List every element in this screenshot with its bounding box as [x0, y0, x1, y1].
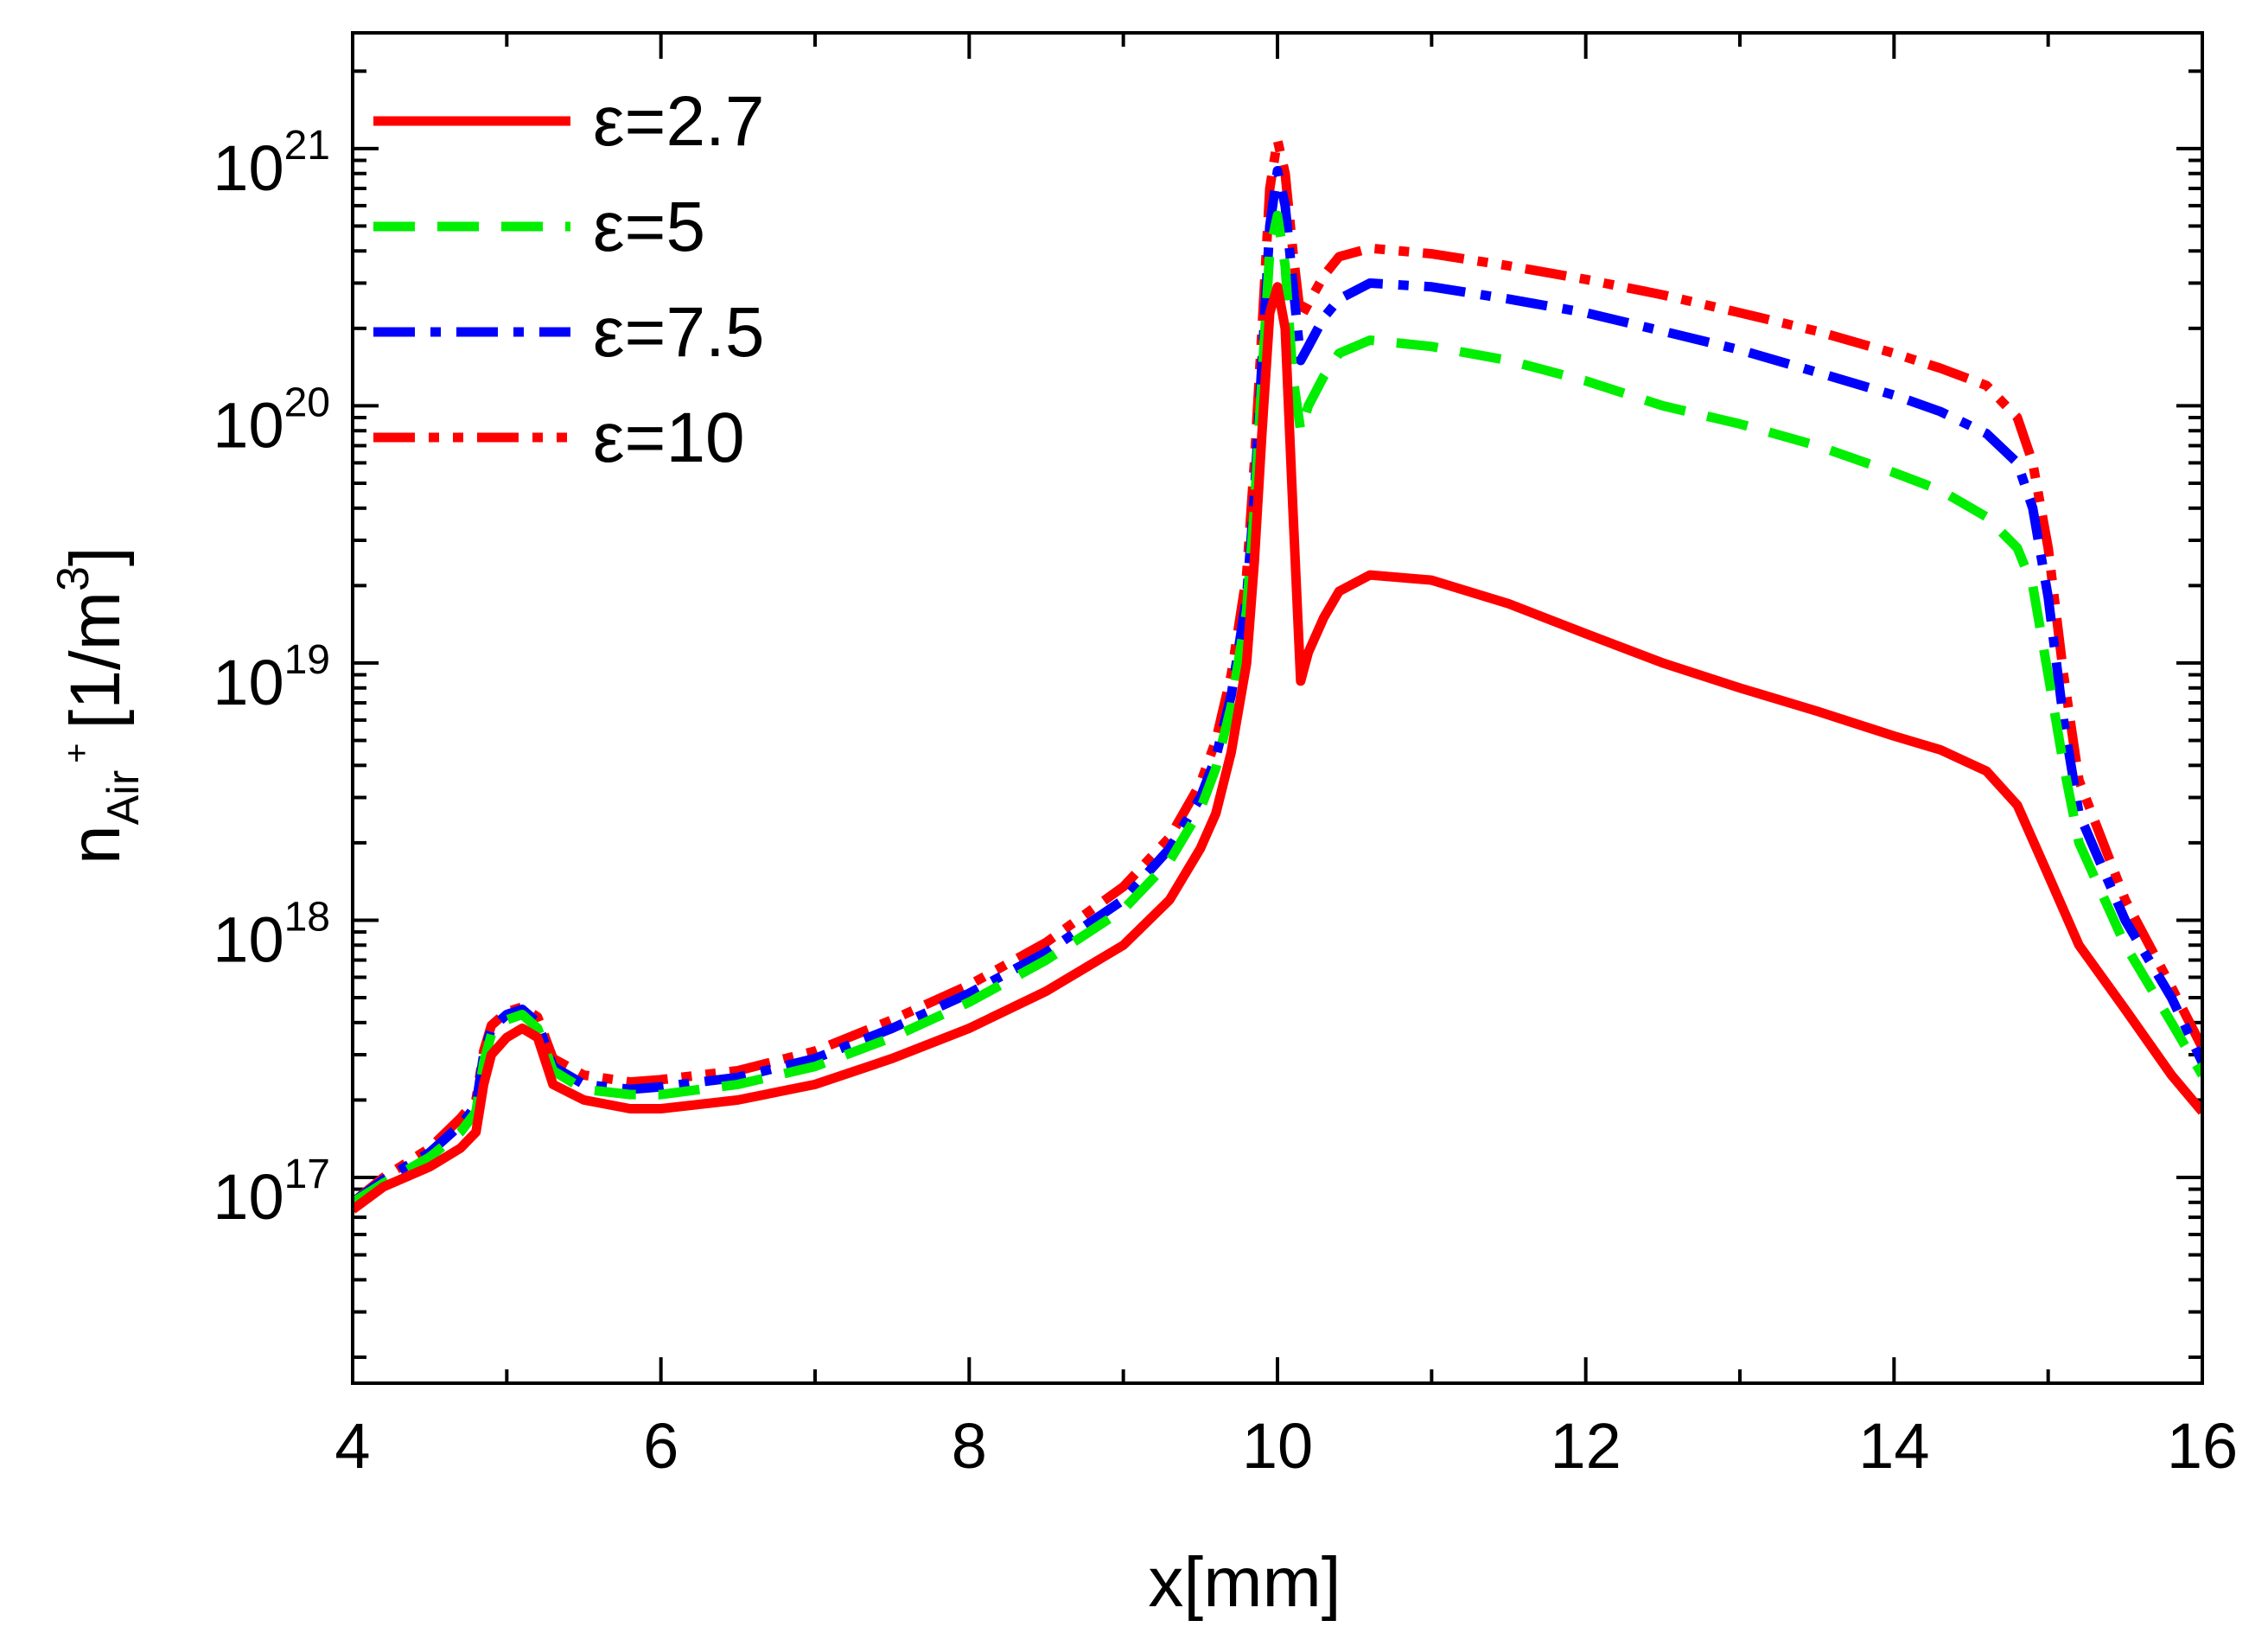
- y-tick-label: 1017: [213, 1152, 330, 1233]
- x-tick-label: 10: [1242, 1410, 1313, 1482]
- series-line-1: [353, 210, 2202, 1207]
- y-tick-label-base: 10: [213, 132, 284, 204]
- y-axis-label: nAir+ [1/m3]: [48, 546, 149, 864]
- y-tick-label-base: 10: [213, 903, 284, 975]
- y-axis-label-units-suffix: ]: [56, 546, 135, 566]
- x-tick-label: 14: [1858, 1410, 1929, 1482]
- y-axis-label-subscript: Air: [99, 770, 149, 826]
- y-tick-label: 1021: [213, 123, 330, 204]
- y-tick-label: 1018: [213, 894, 330, 975]
- y-tick-label-exponent: 20: [284, 380, 330, 425]
- y-tick-label: 1019: [213, 637, 330, 718]
- plot-frame: [351, 31, 2204, 1385]
- y-tick-label-base: 10: [213, 389, 284, 461]
- x-axis-label: x[mm]: [1148, 1543, 1341, 1622]
- x-tick-labels: 4 6 8 10 12 14 16: [334, 1410, 2238, 1482]
- y-tick-label-base: 10: [213, 1161, 284, 1233]
- y-tick-label-base: 10: [213, 647, 284, 718]
- legend-label-3: ε=10: [593, 399, 745, 477]
- x-tick-label: 8: [952, 1410, 987, 1482]
- y-tick-label-exponent: 19: [284, 637, 330, 683]
- legend-label-1: ε=5: [593, 188, 705, 266]
- x-tick-label: 12: [1551, 1410, 1621, 1482]
- legend-label-2: ε=7.5: [593, 293, 764, 372]
- y-tick-label: 1020: [213, 380, 330, 461]
- plot-area-lines: [353, 135, 2202, 1214]
- legend: ε=2.7 ε=5 ε=7.5 ε=10: [373, 82, 764, 477]
- y-axis-label-main: n: [56, 825, 135, 864]
- x-tick-label: 6: [643, 1410, 678, 1482]
- legend-label-0: ε=2.7: [593, 82, 764, 161]
- y-axis-label-superscript: +: [58, 743, 96, 762]
- y-tick-label-exponent: 21: [284, 123, 330, 169]
- y-tick-label-exponent: 18: [284, 894, 330, 940]
- x-tick-label: 4: [334, 1410, 370, 1482]
- y-axis-label-units-exponent: 3: [48, 566, 99, 591]
- series-line-0: [353, 282, 2202, 1214]
- y-tick-label-exponent: 17: [284, 1152, 330, 1197]
- series-line-3: [353, 135, 2202, 1207]
- x-tick-label: 16: [2167, 1410, 2238, 1482]
- y-axis-label-units: [1/m: [56, 591, 135, 729]
